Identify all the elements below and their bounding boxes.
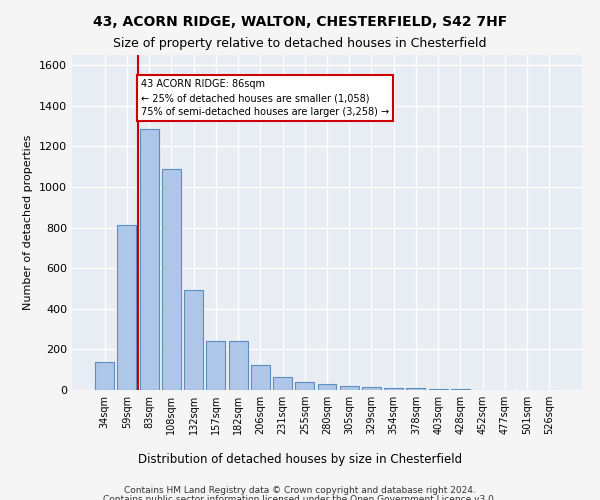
Bar bbox=[429, 389, 448, 390]
Bar bbox=[184, 290, 203, 390]
Bar bbox=[95, 362, 114, 390]
Text: Contains public sector information licensed under the Open Government Licence v3: Contains public sector information licen… bbox=[103, 495, 497, 500]
Text: 43, ACORN RIDGE, WALTON, CHESTERFIELD, S42 7HF: 43, ACORN RIDGE, WALTON, CHESTERFIELD, S… bbox=[93, 15, 507, 29]
Bar bbox=[340, 386, 359, 390]
Bar bbox=[118, 224, 136, 390]
Text: Size of property relative to detached houses in Chesterfield: Size of property relative to detached ho… bbox=[113, 38, 487, 51]
Bar bbox=[362, 387, 381, 390]
Bar bbox=[384, 388, 403, 390]
Text: Distribution of detached houses by size in Chesterfield: Distribution of detached houses by size … bbox=[138, 452, 462, 466]
Bar bbox=[140, 129, 158, 390]
Bar bbox=[273, 377, 292, 390]
Text: Contains HM Land Registry data © Crown copyright and database right 2024.: Contains HM Land Registry data © Crown c… bbox=[124, 486, 476, 495]
Bar bbox=[451, 389, 470, 390]
Bar bbox=[295, 382, 314, 390]
Bar bbox=[317, 384, 337, 390]
Bar bbox=[162, 168, 181, 390]
Bar bbox=[251, 364, 270, 390]
Y-axis label: Number of detached properties: Number of detached properties bbox=[23, 135, 34, 310]
Bar bbox=[206, 342, 225, 390]
Text: 43 ACORN RIDGE: 86sqm
← 25% of detached houses are smaller (1,058)
75% of semi-d: 43 ACORN RIDGE: 86sqm ← 25% of detached … bbox=[140, 80, 389, 118]
Bar bbox=[406, 388, 425, 390]
Bar bbox=[229, 342, 248, 390]
